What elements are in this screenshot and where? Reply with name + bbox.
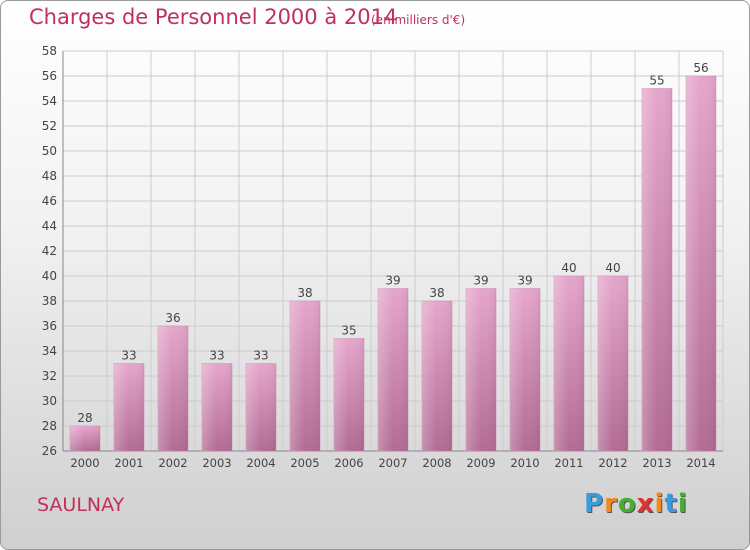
bar-shine-2002 xyxy=(158,326,188,451)
x-tick-label-2012: 2012 xyxy=(598,456,627,470)
labels: 26 28 30 32 34 36 38 40 42 44 46 48 50 52 54 56 58 28 2000… xyxy=(42,44,716,470)
y-tick-label: 50 xyxy=(42,144,57,158)
bar-shine-2013 xyxy=(642,88,672,451)
x-tick-label-2010: 2010 xyxy=(510,456,539,470)
value-label-2005: 38 xyxy=(297,286,312,300)
x-tick-label-2006: 2006 xyxy=(334,456,363,470)
logo-letter: t xyxy=(664,489,678,519)
bar-shine-2011 xyxy=(554,276,584,451)
y-tick-label: 58 xyxy=(42,44,57,58)
y-tick-label: 52 xyxy=(42,119,57,133)
commune-name: SAULNAY xyxy=(37,494,125,516)
chart-title: Charges de Personnel 2000 à 2014 xyxy=(29,5,398,29)
bar-shine-2005 xyxy=(290,301,320,451)
x-tick-label-2003: 2003 xyxy=(202,456,231,470)
x-tick-label-2007: 2007 xyxy=(378,456,407,470)
value-label-2009: 39 xyxy=(473,274,488,288)
y-tick-label: 46 xyxy=(42,194,57,208)
logo-letter: i xyxy=(677,489,688,519)
x-tick-label-2009: 2009 xyxy=(466,456,495,470)
bar-shine-2004 xyxy=(246,363,276,451)
logo-letter: x xyxy=(636,489,655,519)
bar-shine-2008 xyxy=(422,301,452,451)
x-tick-label-2001: 2001 xyxy=(114,456,143,470)
value-label-2007: 39 xyxy=(385,274,400,288)
value-label-2001: 33 xyxy=(121,349,136,363)
x-tick-label-2008: 2008 xyxy=(422,456,451,470)
y-tick-label: 26 xyxy=(42,444,57,458)
proxiti-logo[interactable]: Proxiti xyxy=(584,489,688,519)
x-tick-label-2011: 2011 xyxy=(554,456,583,470)
y-tick-label: 34 xyxy=(42,344,57,358)
x-tick-label-2014: 2014 xyxy=(686,456,715,470)
bar-shine-2012 xyxy=(598,276,628,451)
value-label-2010: 39 xyxy=(517,274,532,288)
value-label-2000: 28 xyxy=(77,411,92,425)
logo-letter: P xyxy=(584,489,605,519)
value-label-2006: 35 xyxy=(341,324,356,338)
value-label-2002: 36 xyxy=(165,311,180,325)
bar-shine-2010 xyxy=(510,288,540,451)
chart-subtitle: (en milliers d'€) xyxy=(371,13,466,27)
bar-shine-2014 xyxy=(686,76,716,451)
value-label-2014: 56 xyxy=(693,61,708,75)
bar-shine-2007 xyxy=(378,288,408,451)
bar-shine-2006 xyxy=(334,338,364,451)
y-tick-label: 32 xyxy=(42,369,57,383)
y-tick-label: 42 xyxy=(42,244,57,258)
value-label-2011: 40 xyxy=(561,261,576,275)
value-label-2008: 38 xyxy=(429,286,444,300)
value-label-2012: 40 xyxy=(605,261,620,275)
x-tick-label-2002: 2002 xyxy=(158,456,187,470)
value-label-2003: 33 xyxy=(209,349,224,363)
x-tick-label-2000: 2000 xyxy=(70,456,99,470)
bars xyxy=(69,75,717,452)
y-tick-label: 48 xyxy=(42,169,57,183)
value-label-2013: 55 xyxy=(649,74,664,88)
y-tick-label: 28 xyxy=(42,419,57,433)
logo-letter: i xyxy=(654,489,665,519)
y-tick-label: 36 xyxy=(42,319,57,333)
bar-shine-2001 xyxy=(114,363,144,451)
bar-shine-2009 xyxy=(466,288,496,451)
y-tick-label: 38 xyxy=(42,294,57,308)
x-tick-label-2013: 2013 xyxy=(642,456,671,470)
logo-letter: r xyxy=(604,489,618,519)
y-tick-label: 30 xyxy=(42,394,57,408)
y-tick-label: 40 xyxy=(42,269,57,283)
value-label-2004: 33 xyxy=(253,349,268,363)
bar-shine-2003 xyxy=(202,363,232,451)
logo-letter: o xyxy=(617,489,637,519)
x-tick-label-2004: 2004 xyxy=(246,456,275,470)
bar-shine-2000 xyxy=(70,426,100,451)
y-tick-label: 56 xyxy=(42,69,57,83)
x-tick-label-2005: 2005 xyxy=(290,456,319,470)
y-tick-label: 44 xyxy=(42,219,57,233)
y-tick-label: 54 xyxy=(42,94,57,108)
